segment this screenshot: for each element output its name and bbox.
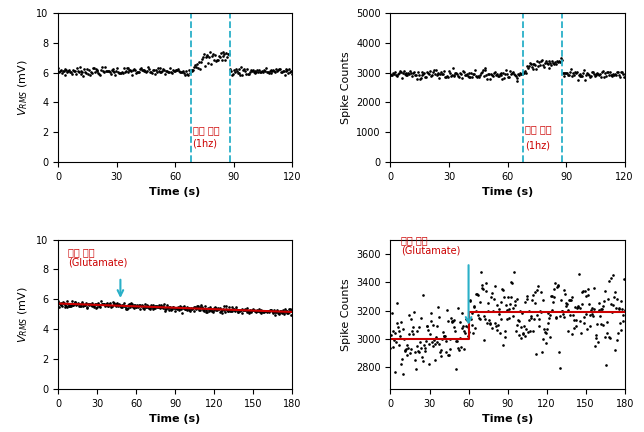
- Text: (1hz): (1hz): [525, 140, 550, 150]
- X-axis label: Time (s): Time (s): [149, 414, 201, 424]
- Text: 전기 자극: 전기 자극: [193, 125, 219, 135]
- Text: (Glutamate): (Glutamate): [68, 258, 128, 268]
- Text: (1hz): (1hz): [193, 139, 218, 149]
- X-axis label: Time (s): Time (s): [482, 414, 533, 424]
- X-axis label: Time (s): Time (s): [482, 187, 533, 197]
- Text: 화학 자극: 화학 자극: [68, 248, 95, 257]
- Y-axis label: Spike Counts: Spike Counts: [341, 278, 350, 350]
- X-axis label: Time (s): Time (s): [149, 187, 201, 197]
- Text: (Glutamate): (Glutamate): [401, 245, 460, 255]
- Y-axis label: $V_{RMS}$ (mV): $V_{RMS}$ (mV): [17, 59, 30, 116]
- Text: 전기 자극: 전기 자극: [525, 124, 552, 134]
- Y-axis label: Spike Counts: Spike Counts: [341, 51, 350, 124]
- Text: 화학 자극: 화학 자극: [401, 235, 428, 245]
- Y-axis label: $V_{RMS}$ (mV): $V_{RMS}$ (mV): [17, 286, 30, 343]
